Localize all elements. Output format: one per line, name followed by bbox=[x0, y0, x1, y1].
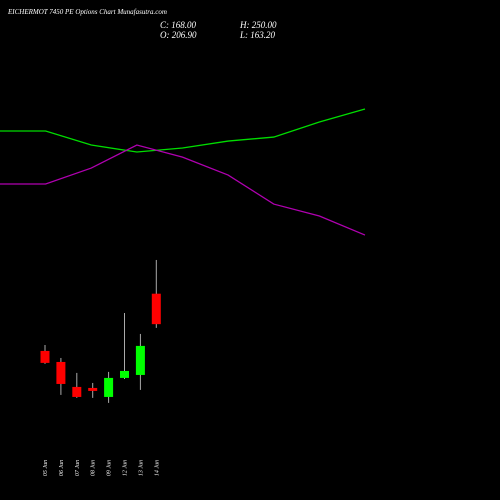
ohlc-label: O: 206.90 bbox=[160, 30, 197, 40]
x-tick-label: 12 Jun bbox=[123, 460, 129, 476]
candle-body bbox=[72, 386, 82, 397]
x-tick-label: 08 Jun bbox=[91, 460, 97, 476]
candle-body bbox=[88, 387, 98, 391]
ohlc-label: L: 163.20 bbox=[239, 30, 276, 40]
x-tick-label: 07 Jun bbox=[75, 460, 81, 476]
candle-body bbox=[104, 377, 114, 397]
ohlc-label: C: 168.00 bbox=[160, 20, 197, 30]
ohlc-label: H: 250.00 bbox=[239, 20, 277, 30]
candle-body bbox=[120, 370, 129, 378]
x-tick-label: 06 Jun bbox=[59, 460, 65, 476]
chart-title: EICHERMOT 7450 PE Options Chart Munafasu… bbox=[7, 8, 167, 16]
candle-body bbox=[151, 293, 161, 325]
ma-line bbox=[0, 144, 366, 236]
x-tick-label: 09 Jun bbox=[107, 460, 113, 476]
candle-body bbox=[135, 345, 145, 375]
candle-body bbox=[56, 361, 66, 384]
x-tick-label: 05 Jun bbox=[43, 460, 49, 476]
x-tick-label: 14 Jun bbox=[153, 460, 160, 476]
ma-line bbox=[0, 108, 366, 153]
x-tick-label: 13 Jun bbox=[138, 460, 144, 476]
candle-body bbox=[40, 350, 50, 363]
